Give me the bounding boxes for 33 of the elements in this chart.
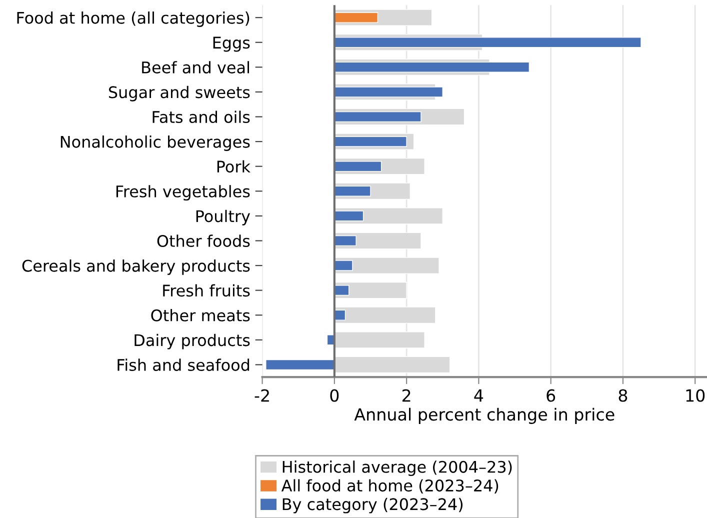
y-tick-label: Dairy products	[134, 334, 250, 350]
y-tick-label: Fish and seafood	[118, 358, 250, 371]
x-tick-label: -2	[254, 389, 269, 402]
x-tick-label: 10	[686, 389, 705, 402]
x-axis-title: Annual percent change in price	[354, 408, 614, 424]
y-tick-label: Eggs	[213, 36, 250, 52]
x-tick-label: 4	[474, 389, 484, 402]
bar	[334, 332, 425, 348]
bar	[334, 86, 443, 98]
y-tick-label: Sugar and sweets	[108, 86, 250, 102]
bar	[266, 359, 335, 370]
bar	[334, 62, 530, 72]
y-tick-label: Food at home (all categories)	[17, 12, 250, 27]
y-tick-label: Other meats	[151, 309, 250, 322]
bar	[334, 306, 436, 324]
x-tick-label: 6	[546, 389, 556, 402]
x-tick-label: 8	[618, 389, 628, 402]
y-tick-label: Fresh fruits	[163, 284, 250, 297]
y-tick-label: Cereals and bakery products	[22, 259, 250, 275]
x-tick-label: 2	[402, 389, 410, 402]
legend-label: All food at home (2023–24)	[281, 479, 498, 494]
y-tick-label: Pork	[217, 160, 250, 173]
y-tick-label: Fats and oils	[152, 110, 250, 124]
legend-label: Historical average (2004–23)	[282, 460, 512, 476]
y-tick-label: Poultry	[196, 210, 250, 226]
bar	[334, 37, 642, 48]
bar	[334, 356, 450, 374]
legend-label: By category (2023–24)	[282, 498, 463, 514]
y-tick-label: Nonalcoholic beverages	[60, 135, 250, 151]
y-tick-label: Other foods	[157, 234, 250, 248]
y-tick-label: Beef and veal	[142, 61, 249, 74]
y-tick-label: Fresh vegetables	[116, 185, 250, 201]
x-tick-label: 0	[330, 389, 339, 402]
